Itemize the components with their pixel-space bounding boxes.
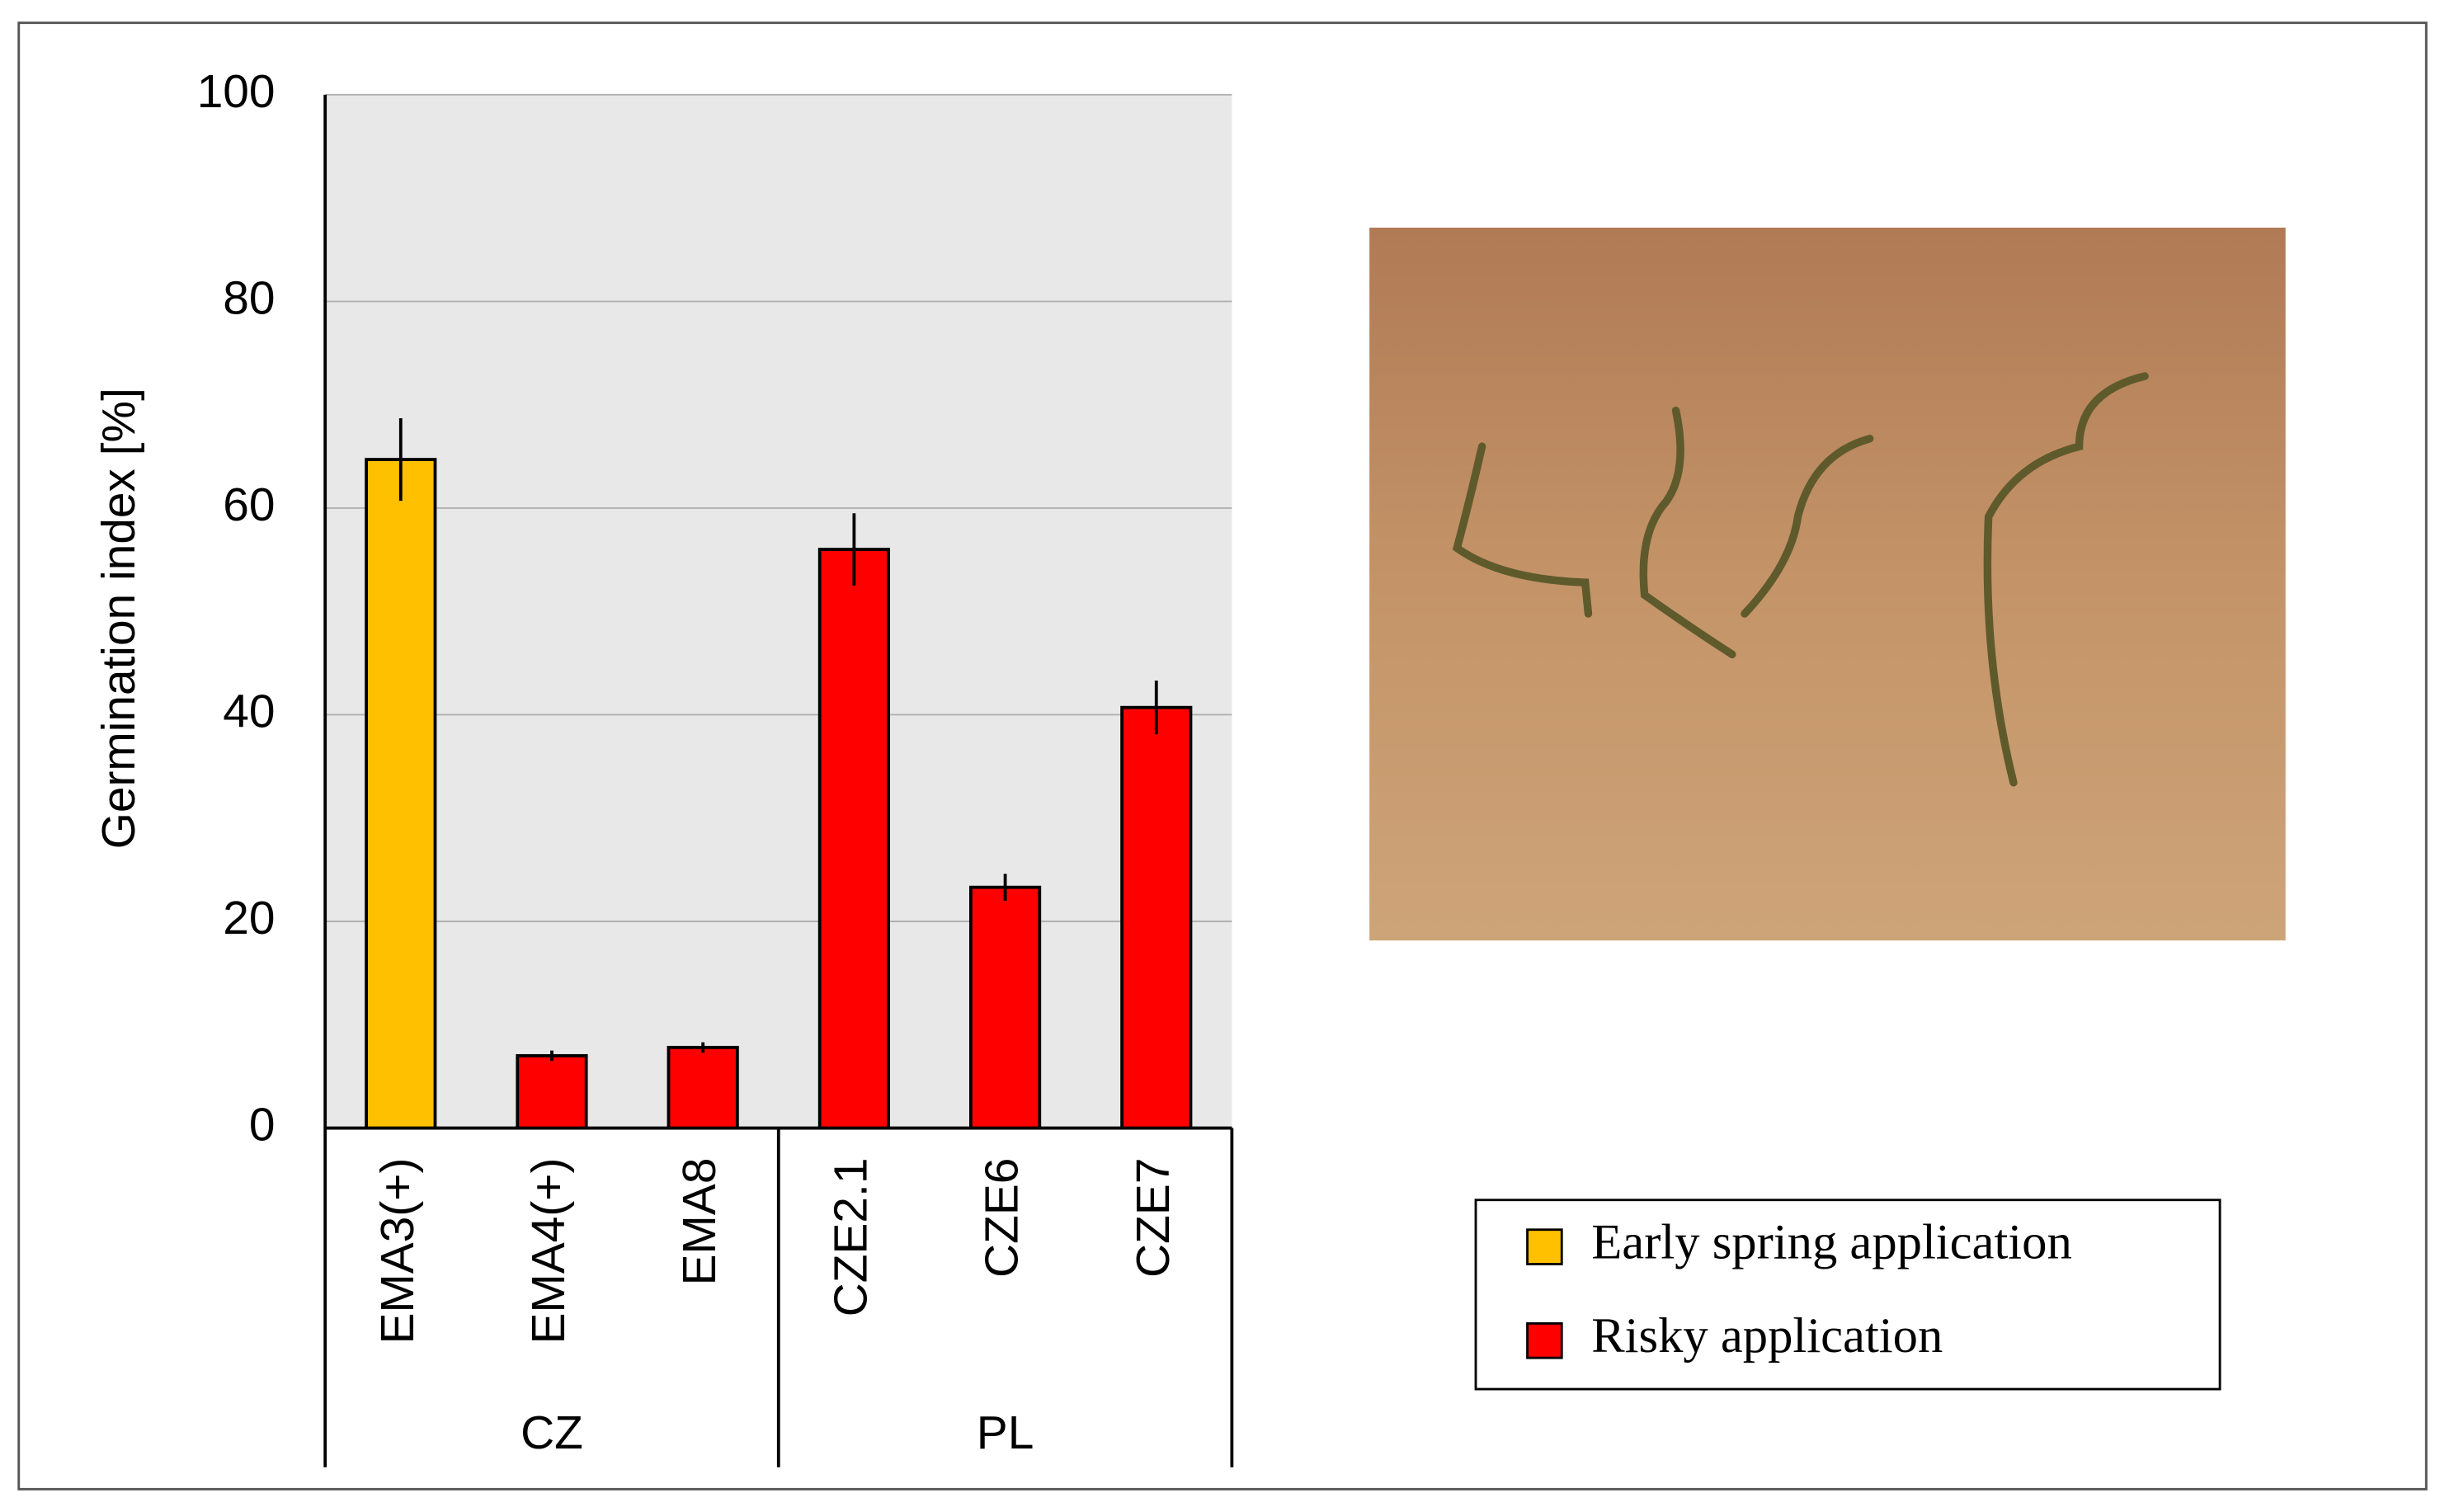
x-tick-label: CZE6 [977,1158,1029,1278]
photo-background [1369,227,2286,941]
bar [516,1053,588,1130]
bar [667,1045,739,1130]
bar [1120,705,1193,1130]
legend [1474,1199,2221,1391]
y-tick-label: 80 [223,272,275,324]
y-tick-label: 60 [223,479,275,531]
y-tick-label: 100 [197,66,276,118]
frame [17,21,2428,1491]
legend-marker [1526,1228,1563,1265]
bar [817,548,890,1130]
x-tick-label: EMA8 [674,1158,726,1286]
y-tick-label: 20 [223,893,275,944]
legend-label: Risky application [1591,1308,1943,1364]
y-tick-label: 40 [223,685,275,737]
group-label: PL [977,1407,1034,1459]
bar [968,885,1042,1130]
plot-area [325,94,1232,1128]
x-tick-label: CZE7 [1128,1158,1180,1278]
seedlings [1452,372,2149,787]
group-label: CZ [521,1407,583,1459]
legend-label: Early spring application [1591,1214,2072,1269]
x-tick-label: EMA3(+) [372,1158,424,1345]
photo [1369,227,2286,941]
legend-marker [1526,1322,1563,1359]
bar [365,458,437,1130]
x-tick-label: CZE2.1 [825,1158,877,1317]
y-axis-label: Germination index [%] [93,388,145,849]
x-tick-label: EMA4(+) [523,1158,575,1345]
y-tick-label: 0 [249,1100,276,1152]
